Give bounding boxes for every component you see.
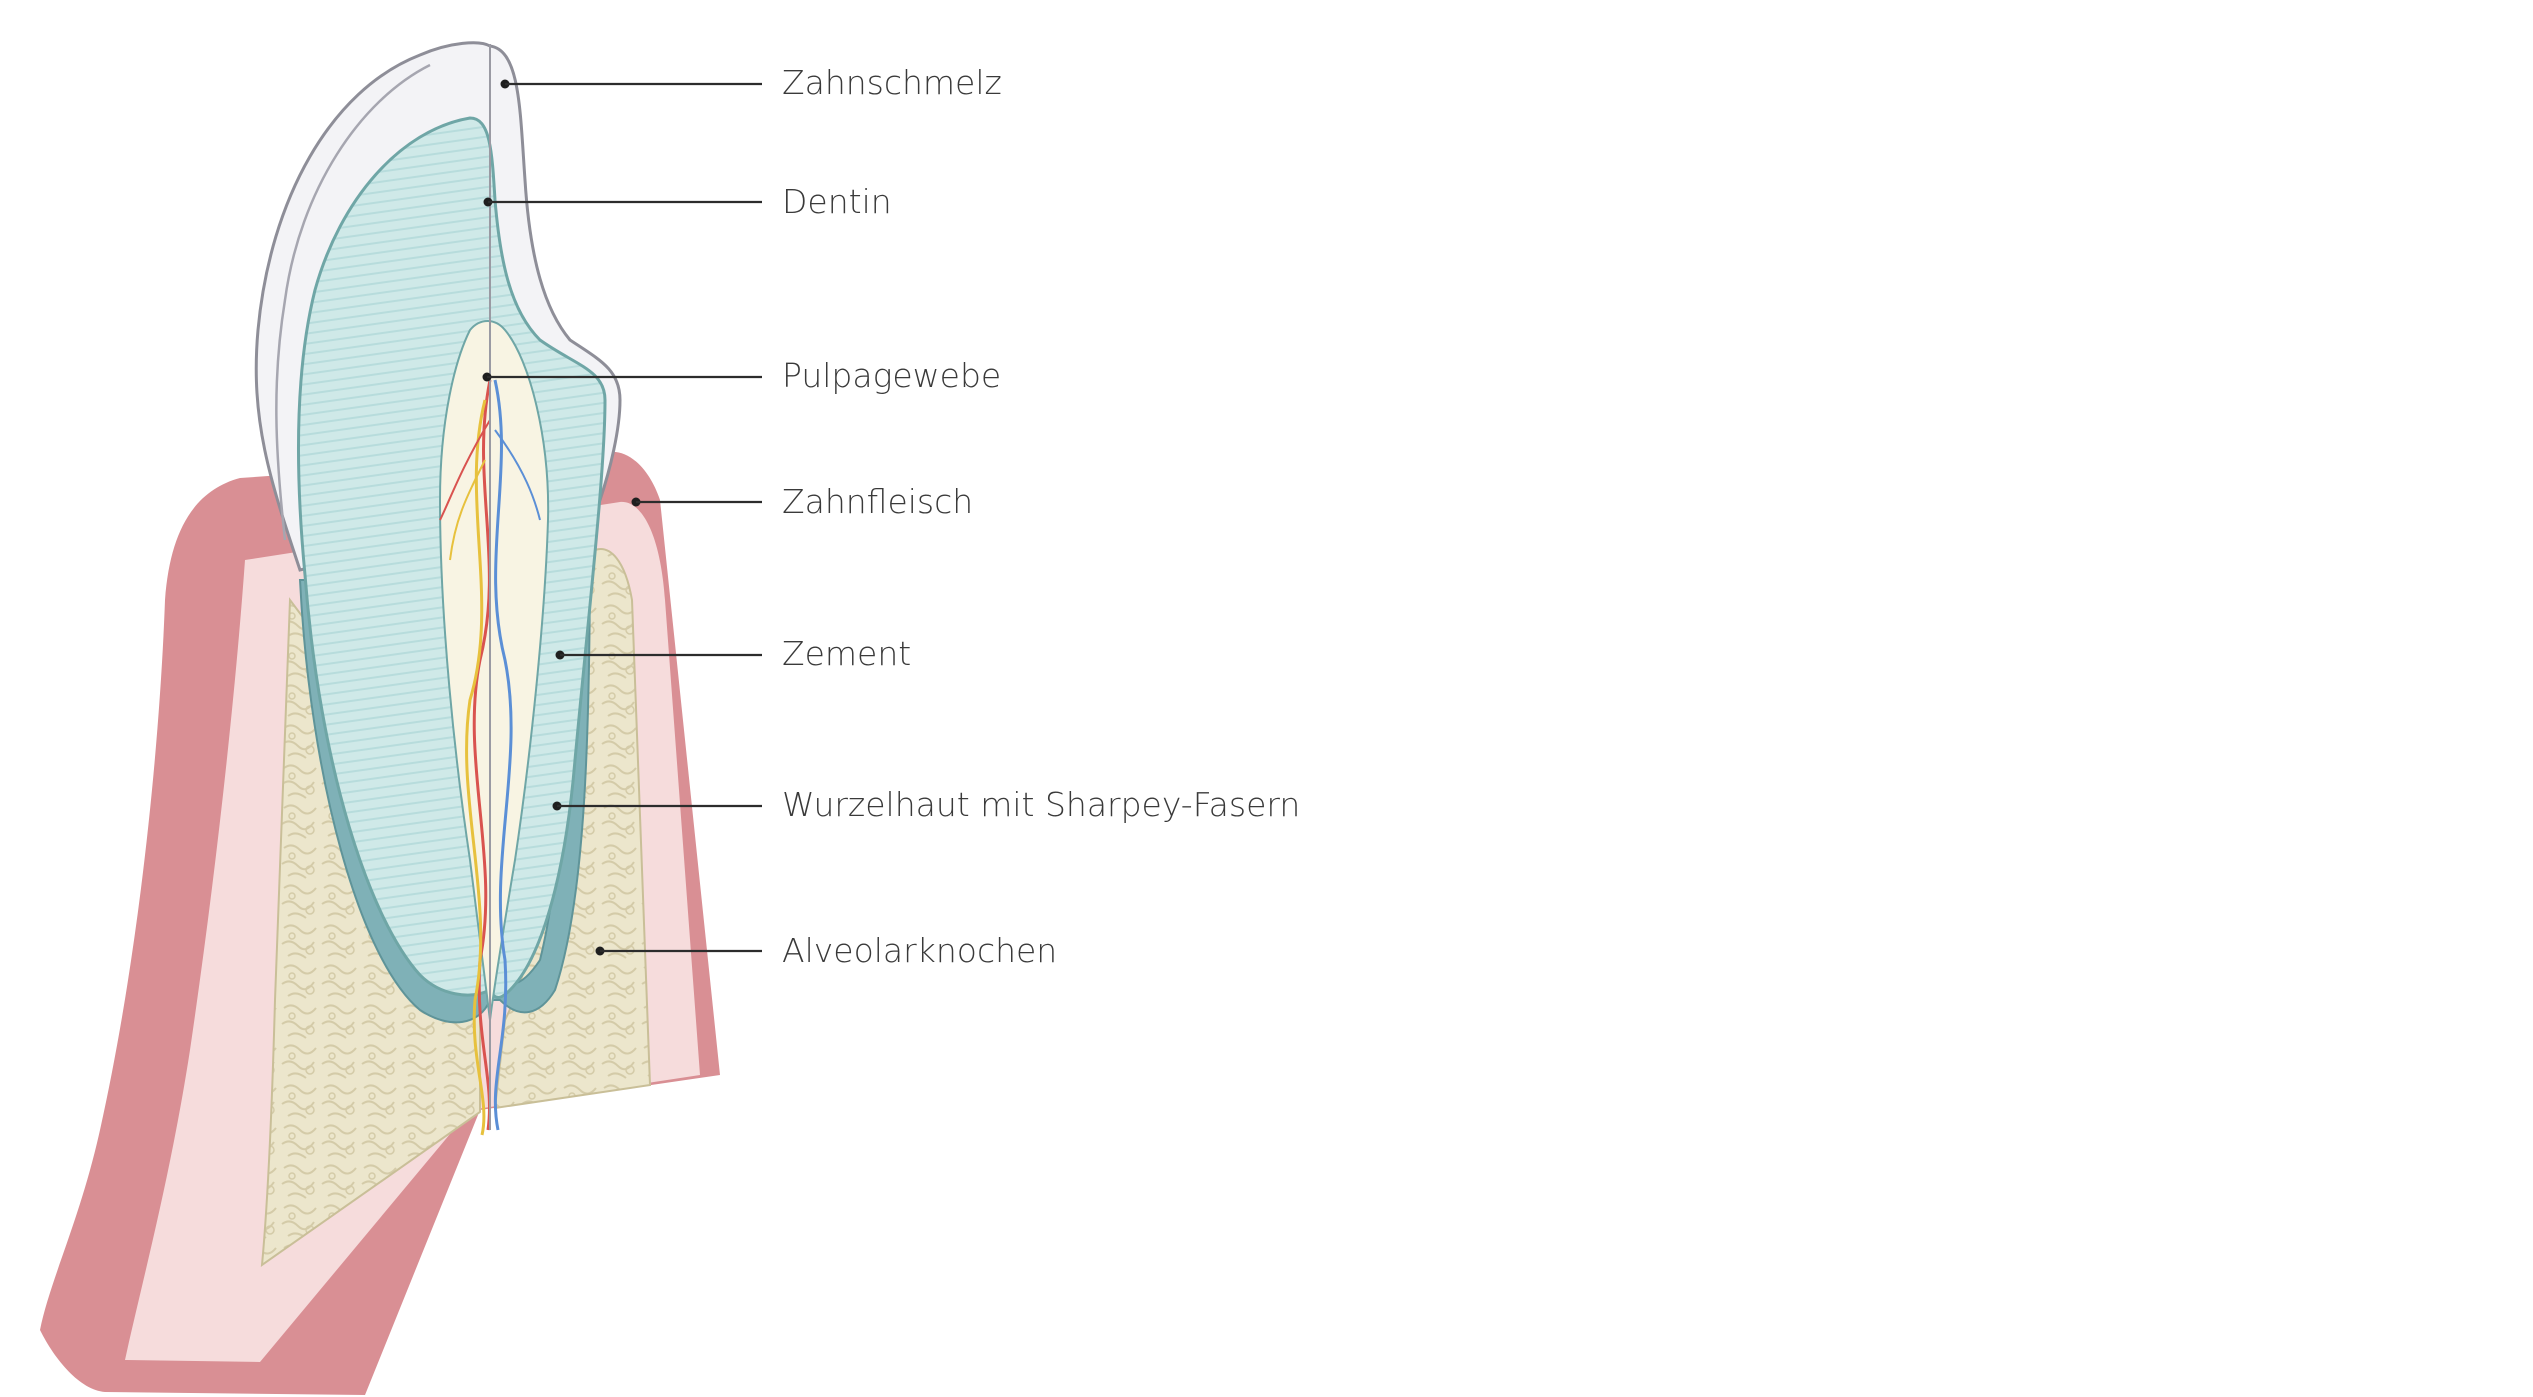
leader-zement xyxy=(555,650,762,660)
leader-zahnfleisch xyxy=(631,497,762,507)
leader-dentin xyxy=(483,197,762,207)
enamel-inner-edge xyxy=(275,63,431,541)
label-zement: Zement xyxy=(782,634,911,673)
label-dentin: Dentin xyxy=(782,182,892,221)
leader-alveolarknochen xyxy=(595,946,762,956)
leader-wurzelhaut xyxy=(552,801,762,811)
label-wurzelhaut: Wurzelhaut mit Sharpey-Fasern xyxy=(782,785,1300,824)
leader-zahnschmelz xyxy=(500,79,762,89)
label-pulpagewebe: Pulpagewebe xyxy=(782,356,1001,395)
leader-pulpagewebe xyxy=(482,372,762,382)
label-alveolarknochen: Alveolarknochen xyxy=(782,931,1057,970)
label-zahnschmelz: Zahnschmelz xyxy=(782,63,1002,102)
blood-vessels xyxy=(439,379,541,1136)
label-zahnfleisch: Zahnfleisch xyxy=(782,482,973,521)
